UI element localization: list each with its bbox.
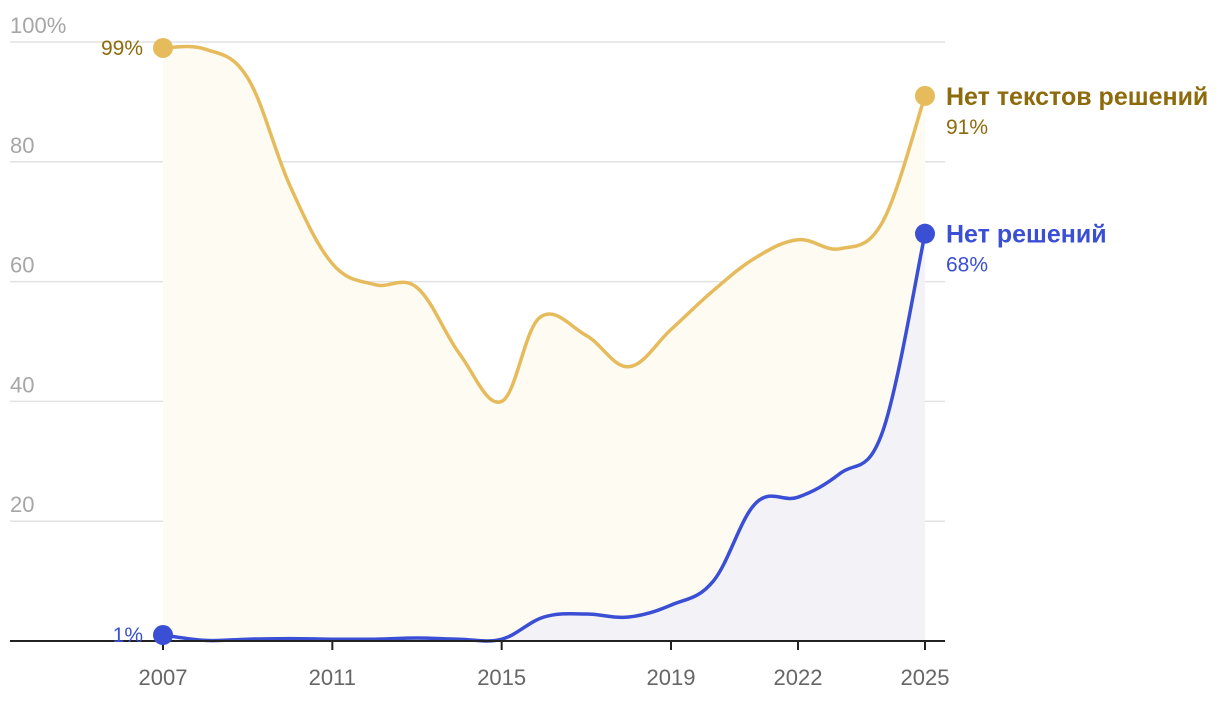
x-tick-label: 2015 xyxy=(477,665,526,690)
y-axis: 100% 80 60 40 20 xyxy=(10,13,66,517)
series-areas xyxy=(163,46,925,642)
y-tick-label: 100% xyxy=(10,13,66,38)
series-area-0 xyxy=(163,46,925,642)
end-value-label: 68% xyxy=(946,254,988,277)
y-tick-label: 20 xyxy=(10,492,34,517)
series-name-label: Нет текстов решений xyxy=(946,83,1208,111)
x-tick-label: 2007 xyxy=(139,665,188,690)
y-tick-label: 40 xyxy=(10,372,34,397)
x-tick-label: 2022 xyxy=(774,665,823,690)
x-tick-label: 2019 xyxy=(647,665,696,690)
series-area-1 xyxy=(163,233,925,642)
end-point-1 xyxy=(915,223,935,244)
series-line-1 xyxy=(161,231,927,643)
end-value-label: 91% xyxy=(946,116,988,139)
start-point-0 xyxy=(153,37,173,58)
start-point-1 xyxy=(153,625,173,646)
series-line-0 xyxy=(161,44,927,404)
start-value-label: 99% xyxy=(101,37,143,60)
x-tick-label: 2025 xyxy=(901,665,950,690)
series-markers: 99% Нет текстов решений 91% 1% Нет решений 68… xyxy=(101,37,1208,647)
start-value-label: 1% xyxy=(113,624,143,647)
series-name-label: Нет решений xyxy=(946,221,1107,249)
end-point-0 xyxy=(915,85,935,106)
y-tick-label: 60 xyxy=(10,253,34,278)
y-tick-label: 80 xyxy=(10,133,34,158)
x-tick-label: 2011 xyxy=(309,665,356,690)
x-axis: 2007 2011 2015 2019 2022 2025 xyxy=(10,640,950,690)
series-lines xyxy=(161,44,927,643)
